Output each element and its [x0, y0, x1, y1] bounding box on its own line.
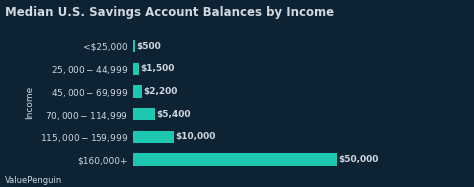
Text: $10,000: $10,000: [175, 132, 216, 141]
Text: $1,500: $1,500: [140, 64, 175, 73]
Bar: [133, 85, 142, 98]
Bar: [133, 108, 155, 120]
Y-axis label: Income: Income: [25, 86, 34, 119]
Text: $500: $500: [137, 42, 161, 51]
Bar: [133, 153, 337, 166]
Bar: [133, 40, 135, 52]
Text: ValuePenguin: ValuePenguin: [5, 176, 62, 185]
Text: $5,400: $5,400: [156, 110, 191, 119]
Text: $50,000: $50,000: [339, 155, 379, 164]
Bar: [133, 63, 139, 75]
Text: $2,200: $2,200: [143, 87, 178, 96]
Text: Median U.S. Savings Account Balances by Income: Median U.S. Savings Account Balances by …: [5, 6, 334, 19]
Bar: [133, 131, 173, 143]
